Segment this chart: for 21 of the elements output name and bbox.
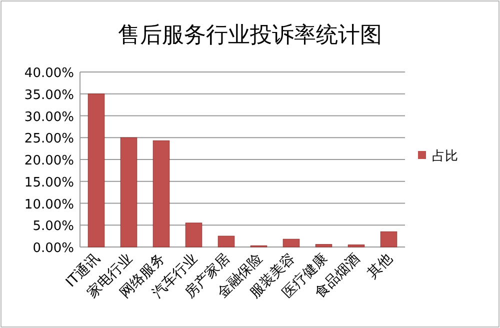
- bar: [120, 137, 138, 248]
- y-tick-label: 15.00%: [24, 175, 74, 190]
- y-tick-label: 25.00%: [24, 132, 74, 147]
- y-tick-label: 10.00%: [24, 197, 74, 212]
- y-tick-label: 35.00%: [24, 88, 74, 103]
- bar: [315, 244, 332, 248]
- bar: [185, 222, 202, 248]
- legend-label: 占比: [432, 149, 458, 164]
- chart-title: 售后服务行业投诉率统计图: [118, 23, 382, 48]
- y-tick-label: 40.00%: [24, 66, 74, 81]
- x-tick-label: 其他: [364, 250, 396, 282]
- bar: [282, 238, 300, 248]
- bar: [348, 244, 365, 248]
- bar: [152, 140, 170, 248]
- y-tick-label: 5.00%: [32, 219, 74, 234]
- bar: [380, 231, 398, 248]
- y-tick-label: 0.00%: [32, 241, 74, 256]
- bar: [88, 94, 105, 248]
- y-tick-label: 30.00%: [24, 110, 74, 125]
- y-tick-label: 20.00%: [24, 154, 74, 168]
- bar: [218, 236, 235, 248]
